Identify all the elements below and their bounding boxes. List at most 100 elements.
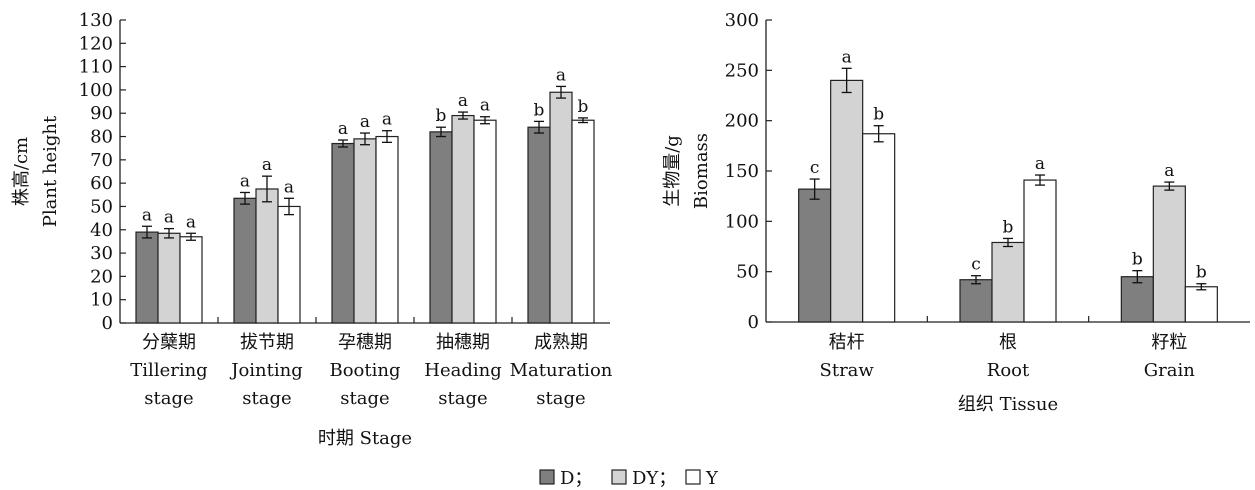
y-tick-label: 250 bbox=[725, 60, 759, 81]
category-label-en: Booting bbox=[329, 360, 400, 381]
bar bbox=[233, 197, 257, 324]
y-tick-label: 200 bbox=[725, 111, 759, 132]
category-label-en: stage bbox=[242, 388, 291, 409]
y-tick-label: 150 bbox=[725, 161, 759, 182]
bar bbox=[473, 119, 497, 324]
category-label-cn: 成熟期 bbox=[534, 332, 588, 353]
bar bbox=[255, 188, 279, 324]
y-tick-label: 0 bbox=[748, 312, 759, 333]
significance-letter: a bbox=[338, 119, 348, 139]
significance-letter: b bbox=[1003, 217, 1014, 237]
y-tick-label: 110 bbox=[79, 57, 113, 78]
significance-letter: a bbox=[842, 47, 852, 67]
category-label-en: Heading bbox=[424, 360, 501, 381]
significance-letter: b bbox=[1132, 250, 1143, 270]
category-label-cn: 抽穗期 bbox=[436, 332, 490, 353]
y-tick-label: 100 bbox=[725, 211, 759, 232]
legend-label: Y bbox=[705, 468, 719, 489]
y-tick-label: 130 bbox=[79, 10, 113, 31]
y-tick-label: 0 bbox=[102, 313, 113, 334]
significance-letter: a bbox=[164, 208, 174, 228]
bar bbox=[571, 119, 595, 324]
y-axis-title-en: Biomass bbox=[691, 133, 712, 209]
category-label-en: Root bbox=[987, 360, 1030, 381]
y-axis-title-cn: 株高/cm bbox=[11, 137, 32, 206]
significance-letter: b bbox=[534, 100, 545, 120]
biomass-chart: 0 50 100 150 200 250 300 c a b 秸杆 Straw c b a 根 Root b a b 籽… bbox=[662, 10, 1250, 415]
significance-letter: b bbox=[1196, 263, 1207, 283]
bar bbox=[353, 138, 377, 324]
bar bbox=[429, 131, 453, 324]
category-label-en: stage bbox=[438, 388, 487, 409]
legend-swatch bbox=[685, 469, 701, 485]
significance-letter: a bbox=[360, 112, 370, 132]
significance-letter: a bbox=[382, 110, 392, 130]
significance-letter: a bbox=[480, 96, 490, 116]
significance-letter: a bbox=[186, 212, 196, 232]
bar bbox=[1152, 185, 1186, 323]
y-axis-title-cn: 生物量/g bbox=[662, 135, 683, 207]
significance-letter: b bbox=[436, 106, 447, 126]
x-axis-title: 时期 Stage bbox=[318, 428, 412, 449]
y-tick-label: 120 bbox=[79, 33, 113, 54]
significance-letter: a bbox=[142, 205, 152, 225]
bar bbox=[277, 205, 301, 324]
bar bbox=[179, 236, 203, 324]
y-tick-label: 60 bbox=[90, 173, 113, 194]
significance-letter: c bbox=[971, 255, 981, 275]
category-label-cn: 孕穗期 bbox=[338, 332, 392, 353]
bar bbox=[157, 232, 181, 324]
y-tick-label: 100 bbox=[79, 80, 113, 101]
y-tick-label: 90 bbox=[90, 103, 113, 124]
significance-letter: b bbox=[578, 97, 589, 117]
y-tick-label: 40 bbox=[90, 220, 113, 241]
category-label-en: Tillering bbox=[130, 360, 207, 381]
y-tick-label: 20 bbox=[90, 266, 113, 287]
category-label-en: Jointing bbox=[229, 360, 303, 381]
significance-letter: a bbox=[458, 91, 468, 111]
y-tick-label: 30 bbox=[90, 243, 113, 264]
bar bbox=[451, 114, 475, 324]
bar bbox=[991, 241, 1025, 323]
legend-label: D； bbox=[560, 468, 592, 489]
category-label-en: stage bbox=[144, 388, 193, 409]
y-tick-label: 50 bbox=[90, 196, 113, 217]
legend-swatch bbox=[539, 469, 555, 485]
category-label-en: Grain bbox=[1144, 360, 1195, 381]
legend-swatch bbox=[611, 469, 627, 485]
category-label-en: Straw bbox=[820, 360, 875, 381]
bar bbox=[798, 188, 832, 323]
significance-letter: a bbox=[556, 65, 566, 85]
y-tick-label: 50 bbox=[736, 262, 759, 283]
significance-letter: b bbox=[873, 105, 884, 125]
bar bbox=[375, 135, 399, 324]
category-label-en: stage bbox=[340, 388, 389, 409]
bar bbox=[135, 231, 159, 324]
legend-label: DY； bbox=[632, 468, 676, 489]
bar bbox=[549, 91, 573, 324]
y-tick-label: 300 bbox=[725, 10, 759, 31]
significance-letter: a bbox=[1164, 161, 1174, 181]
y-tick-label: 70 bbox=[90, 150, 113, 171]
significance-letter: a bbox=[1035, 154, 1045, 174]
bar bbox=[830, 79, 864, 323]
y-tick-label: 10 bbox=[90, 290, 113, 311]
bar bbox=[1023, 179, 1057, 323]
legend: D； DY； Y bbox=[539, 468, 719, 489]
bar bbox=[331, 142, 355, 324]
category-label-cn: 分蘖期 bbox=[142, 332, 196, 353]
bar bbox=[1120, 276, 1154, 323]
significance-letter: a bbox=[262, 155, 272, 175]
significance-letter: a bbox=[284, 177, 294, 197]
category-label-cn: 拔节期 bbox=[240, 332, 294, 353]
category-label-cn: 籽粒 bbox=[1151, 332, 1187, 353]
category-label-en: stage bbox=[536, 388, 585, 409]
category-label-cn: 秸杆 bbox=[829, 332, 865, 353]
bar bbox=[959, 279, 993, 323]
category-label-cn: 根 bbox=[999, 332, 1017, 353]
y-tick-label: 80 bbox=[90, 127, 113, 148]
y-axis-title-en: Plant height bbox=[40, 115, 61, 227]
significance-letter: a bbox=[240, 171, 250, 191]
bar bbox=[1184, 286, 1218, 323]
